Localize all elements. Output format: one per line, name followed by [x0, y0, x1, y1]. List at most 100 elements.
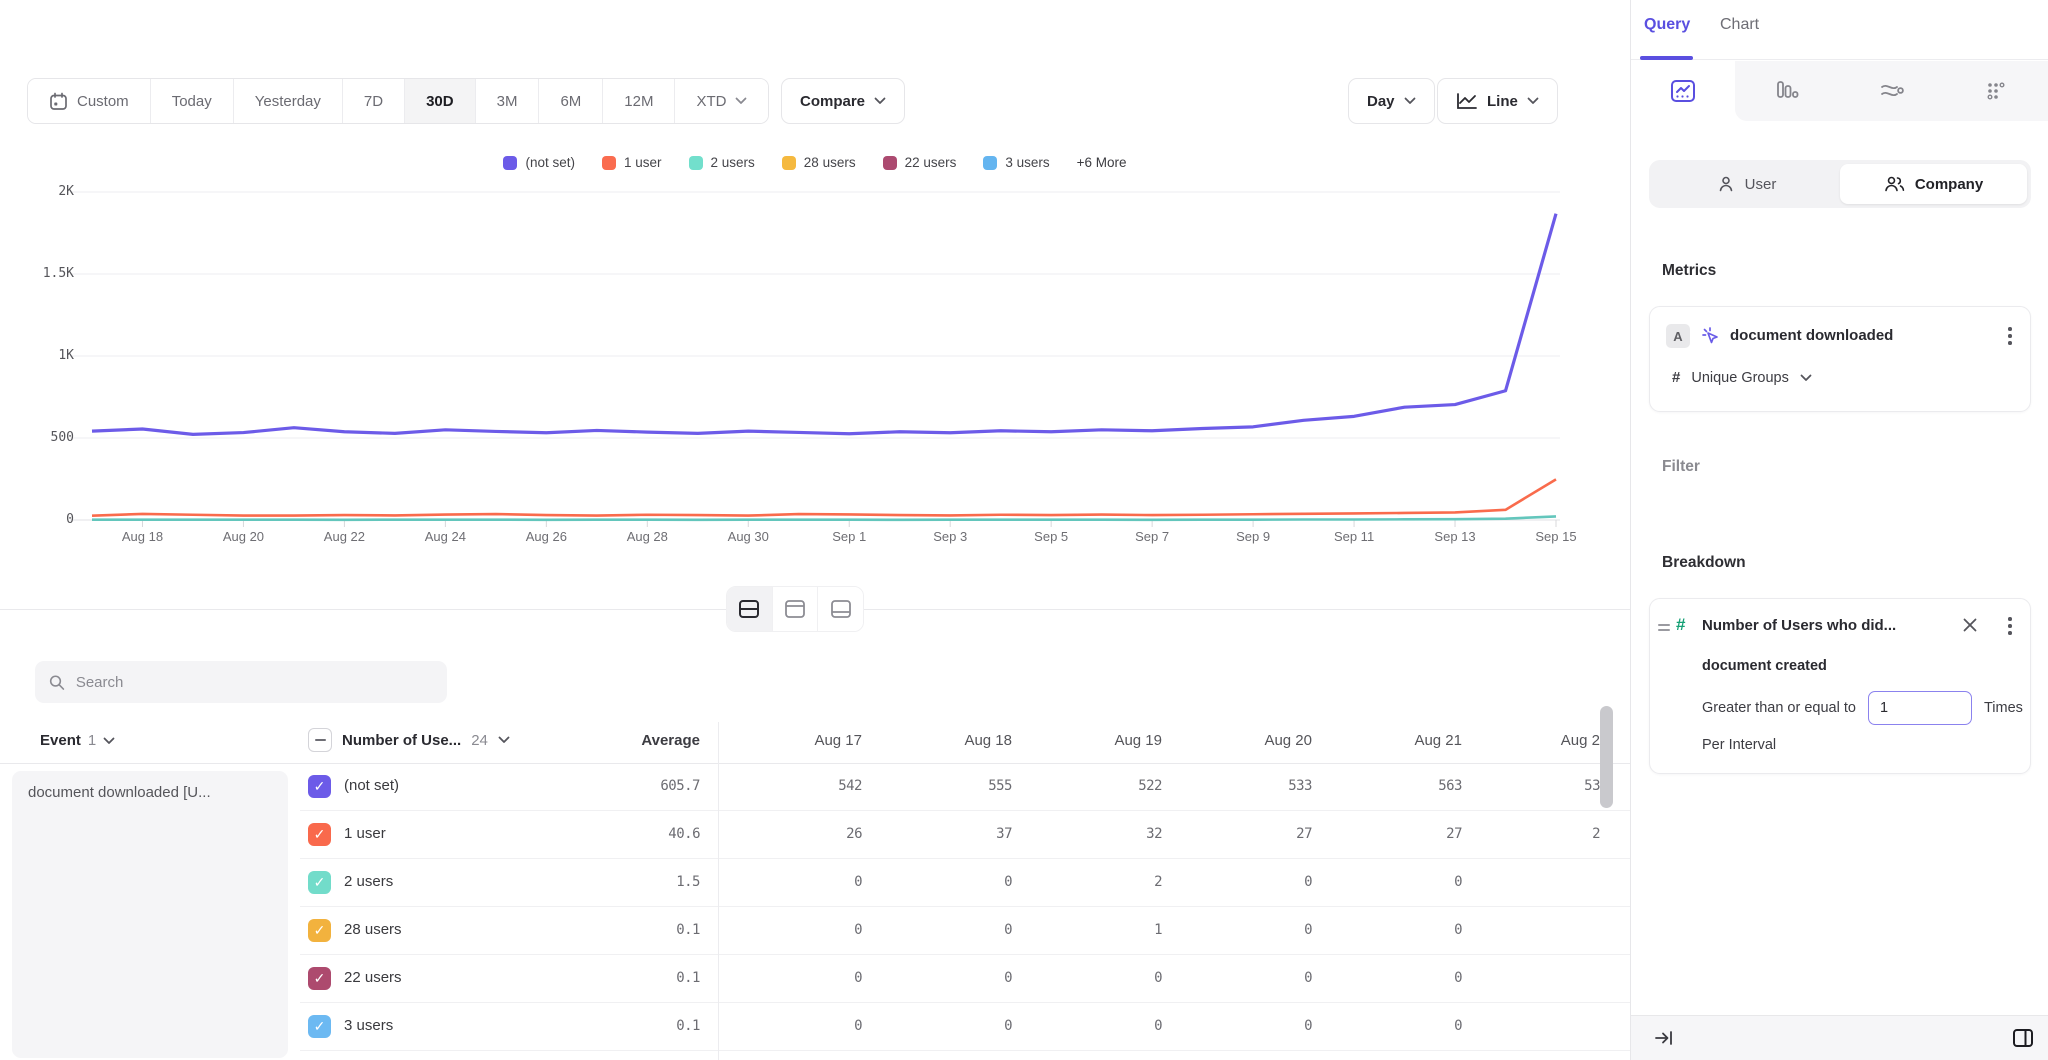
breakdown-card[interactable]: # Number of Users who did... document cr…	[1649, 598, 2031, 774]
chart-type-grid-tab[interactable]	[1944, 61, 2048, 121]
table-scrollbar[interactable]	[1600, 706, 1613, 808]
row-value: 53	[1450, 778, 1600, 794]
row-value: 2	[1012, 874, 1162, 890]
times-unit-label: Times	[1984, 700, 2023, 716]
row-checkbox[interactable]: ✓	[308, 919, 331, 942]
row-value: 26	[712, 826, 862, 842]
measure-selector[interactable]: # Unique Groups	[1672, 369, 1812, 386]
x-tick-label: Aug 24	[405, 529, 485, 544]
row-label: 2 users	[344, 873, 393, 890]
x-tick-label: Sep 15	[1516, 529, 1596, 544]
date-column-header[interactable]: Aug 21	[1312, 732, 1462, 749]
chart-type-flow-tab[interactable]	[1840, 61, 1944, 121]
event-count: 1	[88, 732, 96, 749]
event-cell[interactable]: document downloaded [U...	[12, 771, 288, 1058]
x-tick-label: Sep 1	[809, 529, 889, 544]
row-value: 563	[1312, 778, 1462, 794]
x-tick-label: Sep 5	[1011, 529, 1091, 544]
table-header: Event 1 Number of Use... 24 Average Aug …	[0, 722, 1630, 763]
side-panel-icon[interactable]	[2010, 1025, 2036, 1056]
company-icon	[1884, 175, 1905, 193]
chevron-down-icon	[1800, 374, 1812, 382]
row-value: 37	[862, 826, 1012, 842]
layout-split-button[interactable]	[727, 587, 773, 631]
y-tick-label: 1K	[14, 348, 74, 363]
tab-chart[interactable]: Chart	[1720, 16, 1759, 34]
chart-type-bar-tab[interactable]	[1735, 61, 1839, 121]
row-average: 40.6	[560, 826, 700, 842]
row-label: 1 user	[344, 825, 386, 842]
date-column-header[interactable]: Aug 17	[712, 732, 862, 749]
row-value: 2	[1450, 826, 1600, 842]
row-value: 555	[862, 778, 1012, 794]
metric-event-name[interactable]: document downloaded	[1730, 327, 1893, 344]
date-column-header[interactable]: Aug 19	[1012, 732, 1162, 749]
series-1-user	[92, 479, 1556, 515]
average-column-header[interactable]: Average	[560, 732, 700, 749]
y-tick-label: 500	[14, 430, 74, 445]
layout-toggle-group	[726, 586, 864, 632]
collapse-panel-button[interactable]	[1653, 1027, 1675, 1054]
tab-query[interactable]: Query	[1644, 16, 1690, 34]
row-value: 522	[1012, 778, 1162, 794]
y-tick-label: 2K	[14, 184, 74, 199]
filter-heading: Filter	[1662, 458, 1700, 476]
select-all-checkbox[interactable]	[308, 728, 332, 752]
row-value: 0	[1162, 922, 1312, 938]
date-column-header[interactable]: Aug 2	[1450, 732, 1600, 749]
drag-handle-icon[interactable]	[1658, 621, 1670, 634]
row-checkbox[interactable]: ✓	[308, 1015, 331, 1038]
row-value: 0	[712, 922, 862, 938]
row-divider	[300, 1050, 1630, 1051]
breakdown-event-name[interactable]: document created	[1702, 658, 1827, 674]
number-property-icon: #	[1676, 615, 1685, 635]
row-average: 0.1	[560, 922, 700, 938]
line-chart-box-icon	[1670, 79, 1696, 103]
layout-table-only-button[interactable]	[818, 587, 863, 631]
chart-type-line-tab[interactable]	[1631, 61, 1735, 121]
breakdown-title[interactable]: Number of Users who did...	[1702, 617, 1942, 634]
breakdown-heading: Breakdown	[1662, 554, 1746, 572]
row-checkbox[interactable]: ✓	[308, 871, 331, 894]
layout-chart-only-button[interactable]	[773, 587, 819, 631]
arrow-to-bar-icon	[1653, 1027, 1675, 1049]
condition-label[interactable]: Greater than or equal to	[1702, 700, 1856, 716]
x-tick-label: Sep 3	[910, 529, 990, 544]
panel-footer	[1631, 1015, 2048, 1060]
row-value: 0	[1162, 1018, 1312, 1034]
scope-user-option[interactable]: User	[1653, 164, 1840, 204]
metric-menu-button[interactable]	[2008, 334, 2012, 338]
metric-card[interactable]: A document downloaded # Unique Groups	[1649, 306, 2031, 412]
frozen-column-divider	[718, 722, 719, 1060]
breakdown-menu-button[interactable]	[2008, 624, 2012, 628]
breakdown-condition-row: Greater than or equal to Times	[1702, 691, 2023, 725]
row-checkbox[interactable]: ✓	[308, 775, 331, 798]
date-column-header[interactable]: Aug 20	[1162, 732, 1312, 749]
row-average: 0.1	[560, 970, 700, 986]
panel-tabs: Query Chart	[1631, 0, 2048, 60]
active-tab-underline	[1640, 56, 1693, 60]
times-value-input[interactable]	[1868, 691, 1972, 725]
line-chart[interactable]	[0, 0, 1630, 560]
x-tick-label: Aug 18	[102, 529, 182, 544]
row-average: 0.1	[560, 1018, 700, 1034]
row-value: 0	[712, 874, 862, 890]
per-interval-label[interactable]: Per Interval	[1702, 737, 1776, 753]
row-label: 3 users	[344, 1017, 393, 1034]
close-icon[interactable]	[1962, 617, 1978, 633]
row-checkbox[interactable]: ✓	[308, 823, 331, 846]
date-column-header[interactable]: Aug 18	[862, 732, 1012, 749]
series-2-users	[92, 516, 1556, 519]
row-label: 22 users	[344, 969, 402, 986]
query-panel: Query Chart	[1630, 0, 2048, 1060]
scope-company-option[interactable]: Company	[1840, 164, 2027, 204]
scope-user-label: User	[1745, 176, 1777, 193]
row-average: 1.5	[560, 874, 700, 890]
row-average: 605.7	[560, 778, 700, 794]
chevron-down-icon	[498, 736, 510, 744]
search-input[interactable]	[76, 674, 433, 691]
event-column-header[interactable]: Event 1	[40, 732, 115, 749]
group-count: 24	[471, 732, 488, 749]
row-checkbox[interactable]: ✓	[308, 967, 331, 990]
search-icon	[49, 674, 65, 691]
